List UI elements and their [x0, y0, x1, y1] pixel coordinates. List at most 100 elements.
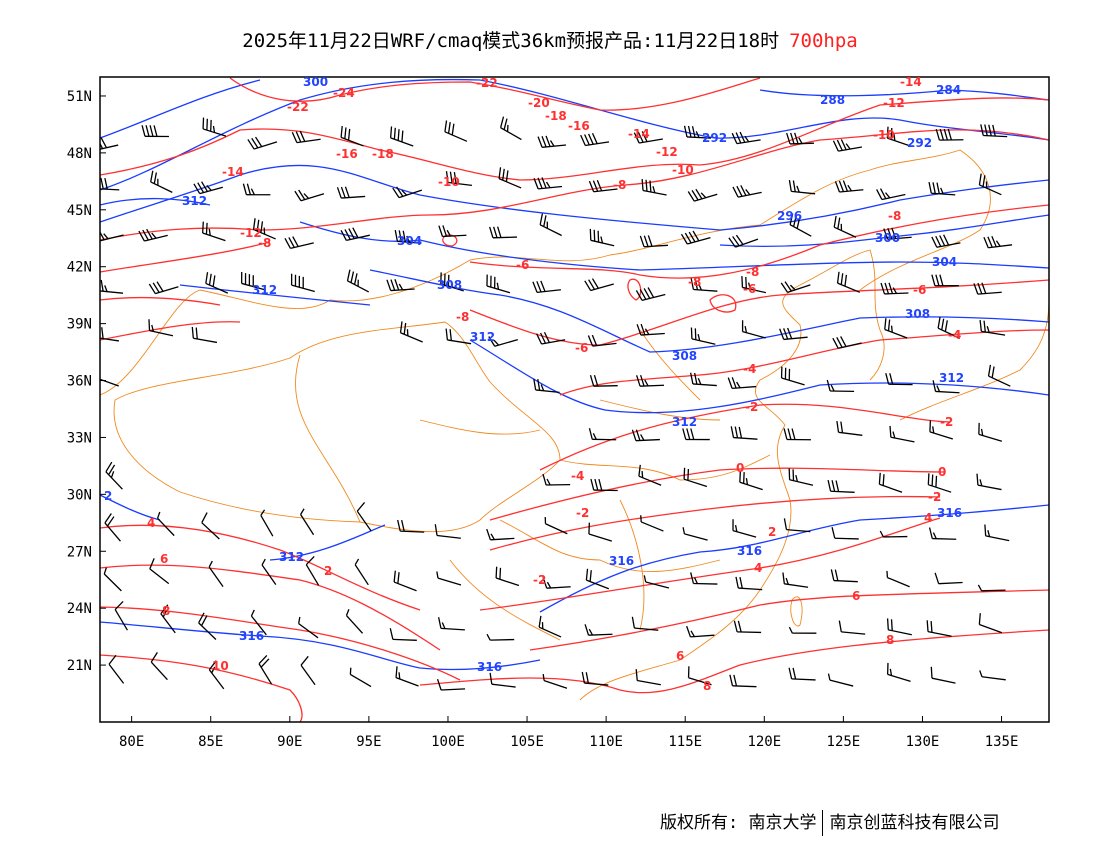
wind-barb — [393, 570, 417, 592]
height-contour — [469, 339, 1049, 414]
temperature-contour — [229, 77, 761, 111]
wind-barb — [489, 226, 517, 239]
height-label: 292 — [907, 136, 932, 150]
wind-barb — [346, 269, 370, 293]
wind-barb — [356, 502, 372, 532]
wind-barb — [731, 131, 761, 145]
wind-barb — [138, 228, 168, 242]
lat-tick-label: 30N — [67, 487, 92, 503]
wind-barb — [542, 577, 571, 589]
wind-barb — [638, 464, 662, 486]
height-label: 312 — [279, 550, 304, 564]
wind-barb — [354, 558, 369, 586]
temperature-contour — [419, 629, 1049, 694]
wind-barb — [584, 624, 613, 636]
height-label: 312 — [939, 371, 964, 385]
temperature-label: -6 — [516, 258, 529, 272]
temperature-contour — [559, 329, 1049, 396]
wind-barb — [589, 374, 618, 387]
wind-barb — [260, 509, 274, 537]
footer-divider — [822, 810, 824, 836]
temperature-contour — [100, 606, 461, 681]
wind-barb — [836, 420, 863, 436]
wind-barb — [291, 130, 321, 144]
province-borders — [295, 329, 771, 641]
wind-barb — [258, 654, 273, 685]
wind-barb — [741, 320, 766, 339]
wind-barb — [499, 116, 522, 141]
lon-tick-label: 130E — [906, 734, 940, 750]
wind-barb — [103, 567, 122, 592]
height-contour — [100, 78, 481, 191]
height-label: 316 — [737, 544, 762, 558]
coastline — [579, 249, 885, 701]
height-contour — [269, 524, 386, 561]
wind-barb — [202, 117, 227, 137]
wind-barb — [141, 125, 169, 138]
temperature-contour — [469, 204, 1049, 279]
temperature-contour — [529, 589, 1049, 651]
wind-barb — [983, 235, 1013, 249]
wind-barb — [395, 666, 419, 687]
temperature-label: -6 — [913, 283, 926, 297]
wind-barb — [247, 136, 278, 150]
wind-barb — [928, 181, 956, 196]
height-label: 312 — [672, 415, 697, 429]
wind-barb — [730, 426, 758, 440]
temperature-label: -22 — [287, 100, 309, 114]
temperature-label: 2 — [768, 525, 776, 539]
temperature-label: 4 — [924, 511, 932, 525]
height-label: 308 — [437, 278, 462, 292]
wind-barb — [202, 221, 226, 242]
wind-barb — [641, 179, 667, 196]
temperature-label: -24 — [333, 86, 355, 100]
copyright-footer: 版权所有: 南京大学 南京创蓝科技有限公司 — [660, 808, 999, 836]
wind-barb — [979, 670, 1006, 681]
wind-barb — [732, 185, 762, 198]
height-label: 316 — [477, 660, 502, 674]
temperature-label: -18 — [545, 109, 567, 123]
wind-barb — [741, 276, 767, 294]
wind-barb — [783, 518, 811, 533]
wind-barb — [636, 374, 665, 387]
wind-barb — [782, 572, 809, 588]
wind-barb — [690, 327, 716, 345]
temperature-label: -2 — [928, 490, 941, 504]
wind-barb — [833, 215, 857, 238]
temperature-label: -4 — [571, 469, 584, 483]
map-frame — [99, 76, 1050, 723]
wind-barb — [208, 660, 225, 690]
wind-barb — [261, 558, 277, 586]
wind-barb — [934, 572, 963, 585]
wind-barb — [886, 570, 910, 588]
wind-barb — [838, 620, 866, 635]
wind-barb — [191, 326, 218, 344]
wind-barb — [105, 461, 123, 490]
wind-barb — [883, 227, 912, 240]
wind-barb — [100, 137, 119, 150]
title-text: 2025年11月22日WRF/cmaq模式36km预报产品:11月22日18时 — [242, 30, 780, 52]
wind-barb — [682, 527, 708, 541]
wind-barb — [148, 319, 174, 337]
lat-tick-label: 27N — [67, 544, 92, 560]
wind-barb — [633, 131, 663, 144]
height-label: 300 — [875, 231, 900, 245]
temperature-label: -8 — [746, 265, 759, 279]
map-title: 2025年11月22日WRF/cmaq模式36km预报产品:11月22日18时 7… — [0, 26, 1100, 53]
wind-barb — [836, 271, 860, 293]
temperature-label: -8 — [688, 275, 701, 289]
lon-tick-label: 110E — [589, 734, 623, 750]
height-label: 296 — [777, 209, 802, 223]
wind-barb — [927, 473, 952, 493]
temperature-contour — [100, 97, 1049, 181]
wind-barb — [780, 366, 805, 386]
temperature-label: -16 — [336, 147, 358, 161]
wind-barb — [683, 125, 712, 139]
lat-tick-label: 42N — [67, 260, 92, 276]
wind-barb — [886, 662, 911, 682]
wind-barb — [444, 120, 468, 142]
height-labels: 300 288 284 292 292 312 296 304 300 304 … — [104, 75, 964, 674]
temperature-label: -8 — [888, 209, 901, 223]
wind-barb — [150, 170, 173, 193]
wind-barb — [640, 515, 664, 532]
